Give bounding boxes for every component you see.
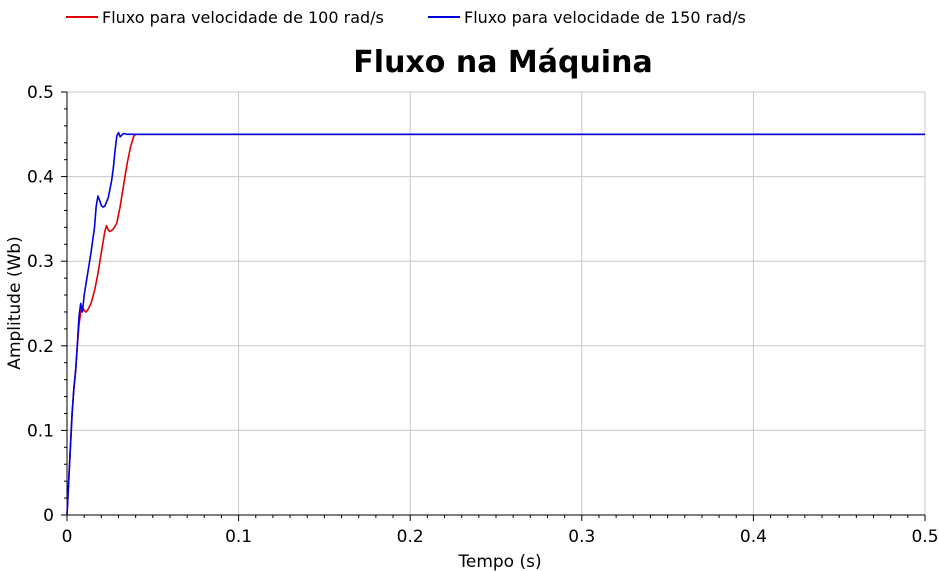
x-tick-label-3: 0.3 bbox=[568, 527, 595, 547]
legend: Fluxo para velocidade de 100 rad/s Fluxo… bbox=[66, 8, 746, 27]
y-tick-label-0: 0 bbox=[43, 506, 54, 526]
legend-label-100: Fluxo para velocidade de 100 rad/s bbox=[102, 8, 384, 27]
x-tick-label-2: 0.2 bbox=[397, 527, 424, 547]
y-axis-label: Amplitude (Wb) bbox=[5, 236, 25, 369]
y-tick-label-4: 0.4 bbox=[27, 168, 54, 188]
y-ticks: 0 0.1 0.2 0.3 0.4 0.5 bbox=[27, 83, 67, 526]
y-tick-label-1: 0.1 bbox=[27, 421, 54, 441]
y-tick-label-3: 0.3 bbox=[27, 252, 54, 272]
x-tick-label-4: 0.4 bbox=[740, 527, 767, 547]
y-tick-label-5: 0.5 bbox=[27, 83, 54, 103]
x-tick-label-0: 0 bbox=[62, 527, 73, 547]
axes bbox=[66, 92, 925, 516]
grid bbox=[67, 91, 926, 515]
series-line-1 bbox=[66, 131, 925, 516]
y-tick-label-2: 0.2 bbox=[27, 337, 54, 357]
x-tick-label-5: 0.5 bbox=[911, 527, 938, 547]
x-axis-label: Tempo (s) bbox=[457, 552, 541, 571]
x-ticks: 0 0.1 0.2 0.3 0.4 0.5 bbox=[62, 515, 939, 547]
x-tick-label-1: 0.1 bbox=[225, 527, 252, 547]
legend-label-150: Fluxo para velocidade de 150 rad/s bbox=[464, 8, 746, 27]
series-group bbox=[66, 131, 925, 516]
series-line-0 bbox=[66, 133, 925, 516]
chart-title: Fluxo na Máquina bbox=[353, 45, 652, 80]
